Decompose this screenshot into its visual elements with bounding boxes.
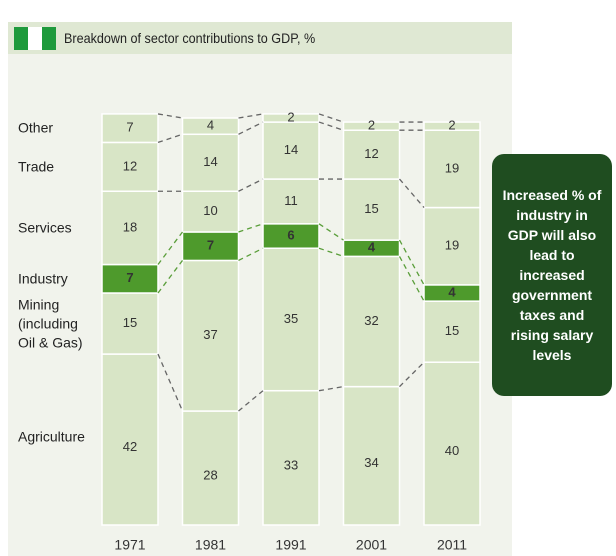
x-tick-label: 2011 [437,537,467,553]
connector [318,113,344,123]
value-label: 11 [284,193,298,208]
value-label: 15 [445,323,459,338]
value-label: 32 [364,313,378,328]
value-label: 19 [445,160,459,175]
bar-segment [262,113,320,123]
connector [238,247,264,262]
annotation: Increased % of industry in GDP will also… [492,154,612,396]
x-tick-label: 1981 [195,537,226,553]
bar-segment [101,141,159,193]
connector [318,385,344,392]
value-label: 2 [368,118,375,133]
series-label: Agriculture [18,428,85,445]
value-label: 4 [448,284,456,299]
value-label: 2 [448,118,455,133]
connector [398,256,425,302]
connector [318,247,344,257]
bar-segment [262,247,320,392]
header-bar [8,22,512,54]
connector [238,121,264,135]
value-label: 37 [203,327,217,342]
bar-segment [101,292,159,355]
bar-segment [181,133,240,193]
value-label: 18 [123,219,137,234]
connector [399,361,425,388]
connector [399,178,425,208]
connector [238,178,264,192]
bar-segment [342,129,401,180]
series-label: Other [18,119,54,136]
bar-segment [342,385,401,526]
series-label: Trade [18,158,55,175]
value-label: 12 [364,146,378,161]
connector [157,231,184,265]
bar-segment [342,255,401,388]
connector [318,121,344,131]
bar-segment [262,121,320,180]
value-label: 7 [126,120,133,135]
x-tick-label: 2001 [356,537,387,553]
connector [318,223,344,241]
value-label: 4 [368,240,376,255]
connector [238,113,264,119]
series-label: Mining (including Oil & Gas) [18,296,83,351]
connector [238,223,264,233]
x-tick-label: 1991 [275,537,306,553]
value-label: 28 [203,467,217,482]
value-label: 12 [123,158,137,173]
series-label: Industry [18,270,68,287]
value-label: 15 [364,201,378,216]
connector [157,353,184,412]
bar-segment [181,117,240,136]
bar-segment [101,113,159,144]
connector [238,390,264,412]
value-label: 2 [287,109,294,124]
connector [398,239,425,286]
bar-segment [262,178,320,225]
value-label: 14 [284,142,298,157]
value-label: 33 [284,457,298,472]
bar-segment [423,121,481,131]
bar-segment [342,121,401,131]
bar-segment [262,389,320,526]
chart-title: Breakdown of sector contributions to GDP… [64,30,316,46]
value-label: 40 [445,443,459,458]
value-label: 35 [284,311,298,326]
value-label: 19 [445,238,459,253]
x-tick-label: 1971 [114,537,145,553]
value-label: 10 [203,203,217,218]
bar-segment [181,231,240,262]
connector [157,133,183,144]
bar-segment [101,263,159,294]
value-label: 14 [203,154,217,169]
value-label: 34 [364,455,378,470]
bar-segment [181,410,240,526]
value-label: 15 [123,315,137,330]
value-label: 6 [287,227,294,242]
series-label: Services [18,219,72,236]
value-label: 4 [207,118,214,133]
bar-segment [423,206,481,286]
connector [157,260,184,294]
bar-segment [423,129,481,209]
value-label: 7 [126,270,133,285]
flag-icon [14,27,56,50]
value-label: 42 [123,439,137,454]
bar-segment [101,190,159,266]
connector [157,113,183,119]
value-label: 7 [207,238,214,253]
